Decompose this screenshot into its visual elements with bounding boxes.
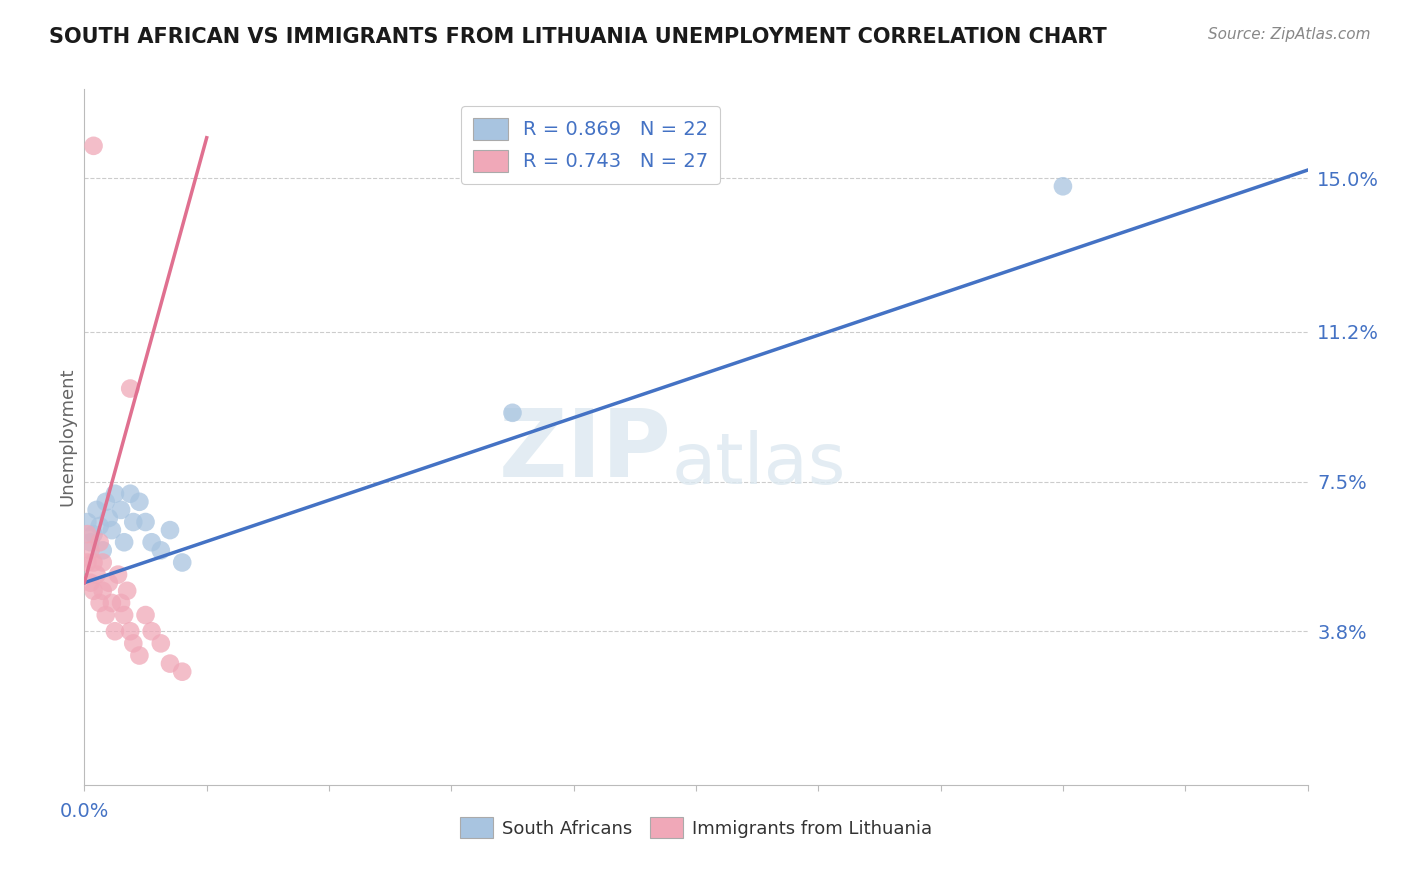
Point [91, 543, 114, 558]
Point [172, 556, 194, 570]
Y-axis label: Unemployment: Unemployment [58, 368, 76, 507]
Point [86, 503, 108, 517]
Point [83, 138, 105, 153]
Point [79, 575, 101, 590]
Point [104, 486, 127, 500]
Point [122, 636, 145, 650]
Point [149, 636, 172, 650]
Point [112, 535, 135, 549]
Point [159, 523, 181, 537]
Point [101, 596, 124, 610]
Point [128, 648, 150, 663]
Point [107, 567, 129, 582]
Point [104, 624, 127, 639]
Point [128, 495, 150, 509]
Point [115, 583, 138, 598]
Legend: South Africans, Immigrants from Lithuania: South Africans, Immigrants from Lithuani… [453, 810, 939, 846]
Point [135, 515, 157, 529]
Point [112, 608, 135, 623]
Point [94, 608, 117, 623]
Point [101, 523, 124, 537]
Point [89, 596, 111, 610]
Text: SOUTH AFRICAN VS IMMIGRANTS FROM LITHUANIA UNEMPLOYMENT CORRELATION CHART: SOUTH AFRICAN VS IMMIGRANTS FROM LITHUAN… [49, 27, 1107, 46]
Point [120, 624, 142, 639]
Point [159, 657, 181, 671]
Text: ZIP: ZIP [499, 405, 672, 497]
Point [91, 556, 114, 570]
Point [83, 527, 105, 541]
Point [76, 556, 98, 570]
Point [110, 503, 132, 517]
Point [76, 515, 98, 529]
Point [83, 583, 105, 598]
Point [120, 382, 142, 396]
Point [76, 527, 98, 541]
Point [149, 543, 172, 558]
Point [97, 575, 120, 590]
Point [86, 567, 108, 582]
Point [83, 556, 105, 570]
Point [79, 535, 101, 549]
Point [89, 535, 111, 549]
Point [141, 535, 163, 549]
Point [120, 486, 142, 500]
Text: 0.0%: 0.0% [59, 803, 110, 822]
Point [502, 406, 524, 420]
Point [1052, 179, 1074, 194]
Point [172, 665, 194, 679]
Point [110, 596, 132, 610]
Text: Source: ZipAtlas.com: Source: ZipAtlas.com [1208, 27, 1371, 42]
Point [135, 608, 157, 623]
Point [141, 624, 163, 639]
Text: atlas: atlas [672, 431, 846, 500]
Point [94, 495, 117, 509]
Point [97, 511, 120, 525]
Point [89, 519, 111, 533]
Point [122, 515, 145, 529]
Point [79, 543, 101, 558]
Point [91, 583, 114, 598]
